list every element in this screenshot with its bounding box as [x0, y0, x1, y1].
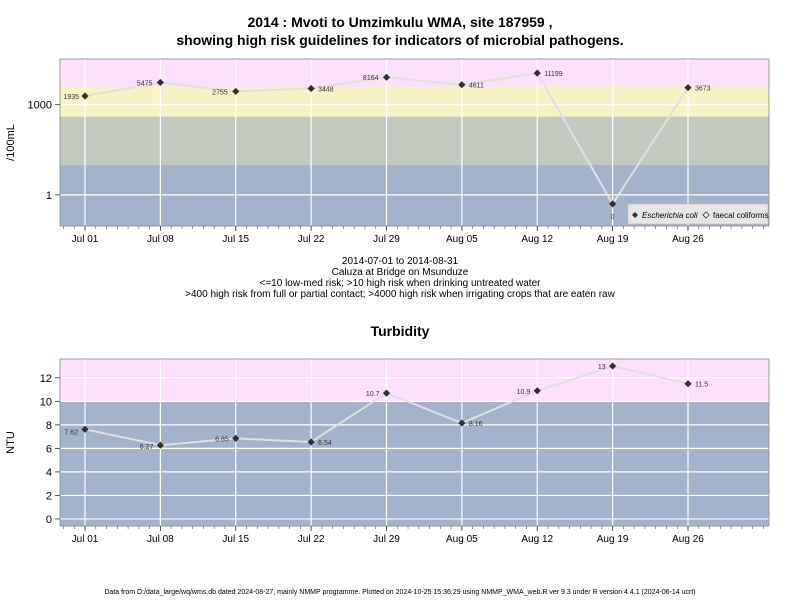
y-tick-label: 12 — [40, 373, 52, 385]
chart-title-line-1: 2014 : Mvoti to Umzimkulu WMA, site 1879… — [247, 14, 553, 30]
data-point — [382, 73, 391, 81]
data-label: 1935 — [63, 94, 79, 101]
x-tick-label: Jul 22 — [298, 234, 325, 245]
data-label: 3673 — [695, 86, 711, 93]
data-label: 10.9 — [517, 389, 531, 396]
x-tick-label: Aug 05 — [446, 534, 478, 545]
y-tick-label: 1 — [46, 190, 52, 202]
data-label: 0 — [611, 214, 615, 221]
data-label: 6.54 — [318, 440, 332, 447]
y-tick-label: 0 — [46, 514, 52, 526]
x-tick-label: Aug 26 — [672, 534, 704, 545]
data-label: 10.7 — [366, 391, 380, 398]
data-point — [81, 92, 89, 100]
x-tick-label: Jul 22 — [298, 534, 325, 545]
data-point — [307, 84, 315, 93]
data-label: 13 — [598, 364, 606, 371]
data-label: 7.62 — [64, 429, 78, 436]
data-point — [609, 200, 617, 208]
y-tick-label: 6 — [46, 443, 52, 455]
y-axis-label: /100mL — [5, 124, 17, 161]
x-tick-label: Aug 26 — [672, 234, 704, 245]
x-tick-label: Jul 01 — [72, 234, 99, 245]
data-label: 11.5 — [695, 382, 708, 389]
y-tick-label: 4 — [46, 467, 52, 479]
data-point — [382, 389, 391, 397]
x-tick-label: Jul 29 — [373, 534, 400, 545]
x-tick-label: Jul 08 — [147, 534, 174, 545]
x-tick-label: Aug 19 — [597, 234, 629, 245]
data-label: 6.27 — [140, 444, 154, 451]
drinking-guideline-note: <=10 low-med risk; >10 high risk when dr… — [259, 278, 541, 289]
chart-title-line-2: showing high risk guidelines for indicat… — [176, 32, 624, 48]
data-point — [458, 81, 466, 89]
data-label: 11199 — [544, 71, 563, 78]
x-tick-label: Jul 15 — [222, 234, 249, 245]
plot-frame — [59, 358, 770, 527]
data-point — [156, 441, 164, 449]
y-tick-label: 8 — [46, 420, 52, 432]
legend-box — [627, 203, 769, 225]
y-tick-label: 2 — [46, 490, 52, 502]
data-label: 8.16 — [469, 421, 483, 428]
x-tick-label: Jul 29 — [373, 234, 400, 245]
risk-band-0-1 — [60, 86, 769, 117]
turbidity-title: Turbidity — [370, 323, 430, 339]
contact-guideline-note: >400 high risk from full or partial cont… — [185, 289, 615, 300]
site-name-label: Caluza at Bridge on Msunduze — [331, 267, 469, 278]
data-label: 3448 — [318, 86, 334, 93]
data-label: 8164 — [363, 75, 379, 82]
x-tick-label: Aug 19 — [597, 534, 629, 545]
x-tick-label: Jul 01 — [72, 534, 99, 545]
x-tick-label: Aug 05 — [446, 234, 478, 245]
data-point — [533, 387, 541, 395]
risk-band-0-2 — [60, 116, 769, 165]
legend-label-faecal: faecal coliforms — [713, 211, 769, 220]
x-tick-label: Aug 12 — [521, 234, 553, 245]
data-point — [307, 438, 315, 446]
legend-label-ecoli: Escherichia coli — [642, 211, 698, 220]
data-point — [232, 87, 240, 96]
risk-band-1-0 — [60, 359, 769, 402]
data-point — [458, 419, 466, 427]
data-point — [609, 362, 617, 370]
y-axis-label: NTU — [5, 431, 17, 454]
x-tick-label: Aug 12 — [521, 534, 553, 545]
legend-marker-faecal — [702, 211, 710, 219]
x-tick-label: Jul 08 — [147, 234, 174, 245]
data-source-footer: Data from D:/data_large/wq/wms.db dated … — [104, 589, 696, 596]
data-label: 2755 — [212, 89, 228, 96]
risk-band-0-0 — [60, 59, 769, 87]
data-label: 4611 — [469, 83, 484, 90]
data-point — [156, 78, 164, 87]
plot-frame — [59, 58, 770, 227]
x-tick-label: Jul 15 — [222, 534, 249, 545]
risk-band-1-1 — [60, 401, 769, 526]
data-point — [533, 69, 541, 77]
legend-marker-ecoli — [632, 212, 638, 218]
data-point — [232, 434, 240, 442]
data-point — [81, 425, 89, 433]
data-label: 6.85 — [215, 436, 229, 443]
data-point — [684, 380, 692, 388]
data-point — [684, 84, 692, 92]
y-tick-label: 10 — [40, 396, 52, 408]
date-range-label: 2014-07-01 to 2014-08-31 — [341, 256, 459, 267]
data-label: 5475 — [137, 80, 153, 87]
y-tick-label: 1000 — [28, 100, 52, 112]
